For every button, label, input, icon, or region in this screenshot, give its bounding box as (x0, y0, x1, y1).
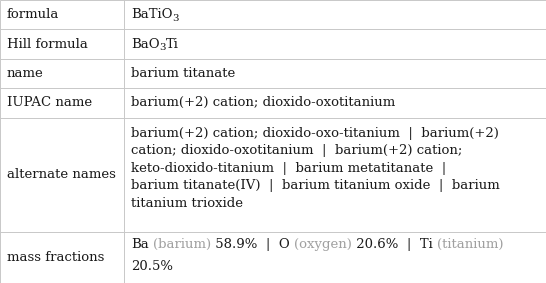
Text: mass fractions: mass fractions (7, 251, 104, 264)
Text: Ti: Ti (166, 38, 179, 51)
Text: 3: 3 (173, 14, 179, 23)
Text: (oxygen): (oxygen) (294, 238, 352, 251)
Text: IUPAC name: IUPAC name (7, 96, 92, 109)
Text: name: name (7, 67, 43, 80)
Text: formula: formula (7, 8, 59, 21)
Text: 3: 3 (159, 43, 166, 52)
Text: (titanium): (titanium) (437, 238, 503, 251)
Text: BaTiO: BaTiO (131, 8, 173, 21)
Text: 20.6%  |  Ti: 20.6% | Ti (352, 238, 437, 251)
Text: Ba: Ba (131, 238, 149, 251)
Text: (barium): (barium) (153, 238, 211, 251)
Text: barium(+2) cation; dioxido-oxo-titanium  |  barium(+2)
cation; dioxido-oxotitani: barium(+2) cation; dioxido-oxo-titanium … (131, 127, 500, 210)
Text: 20.5%: 20.5% (131, 260, 173, 273)
Text: 58.9%  |  O: 58.9% | O (211, 238, 294, 251)
Text: alternate names: alternate names (7, 168, 115, 181)
Text: Hill formula: Hill formula (7, 38, 87, 51)
Text: barium titanate: barium titanate (131, 67, 235, 80)
Text: barium(+2) cation; dioxido-oxotitanium: barium(+2) cation; dioxido-oxotitanium (131, 96, 395, 109)
Text: BaO: BaO (131, 38, 159, 51)
